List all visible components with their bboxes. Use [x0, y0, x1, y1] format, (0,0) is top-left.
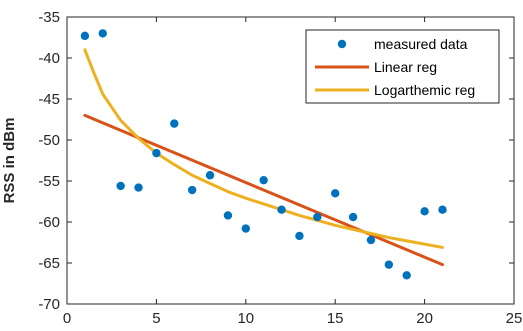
legend-label: measured data	[374, 36, 468, 52]
data-point	[366, 235, 376, 245]
data-point	[438, 205, 447, 214]
data-point	[241, 224, 250, 233]
y-tick-label: -50	[38, 132, 60, 149]
y-tick-label: -65	[38, 255, 60, 272]
data-point	[420, 207, 429, 216]
series-layer	[80, 29, 447, 280]
series-line-logarthemic-reg	[83, 48, 444, 249]
x-tick-label: 25	[506, 310, 523, 327]
x-tick-label: 0	[63, 310, 71, 327]
y-tick-label: -60	[38, 214, 60, 231]
data-point	[331, 189, 340, 198]
y-tick-label: -45	[38, 91, 60, 108]
ticks-layer: 0 5 10 15 20 25 -35 -40 -45 -50 -55 -60 -65 -70	[38, 9, 522, 327]
y-tick-label: -55	[38, 173, 60, 190]
x-tick-label: 15	[327, 310, 344, 327]
data-point	[116, 181, 125, 191]
axes-box	[66, 16, 515, 305]
y-tick-label: -40	[38, 50, 60, 67]
legend-label: Logarthemic reg	[374, 82, 475, 98]
data-point	[205, 171, 215, 180]
y-tick-label: -70	[38, 296, 60, 313]
data-point	[277, 205, 286, 214]
x-tick-label: 10	[237, 310, 254, 327]
data-point	[98, 29, 107, 38]
data-point	[384, 260, 394, 269]
data-point	[348, 212, 358, 222]
data-point	[259, 175, 268, 185]
data-point	[187, 185, 197, 195]
data-point	[80, 31, 90, 41]
legend: measured data Linear reg Logarthemic reg	[305, 29, 500, 104]
data-point	[170, 119, 179, 128]
x-tick-label: 5	[152, 310, 160, 327]
legend-marker	[337, 39, 347, 49]
data-point	[295, 231, 304, 241]
data-point	[402, 271, 411, 280]
y-axis-label: RSS in dBm	[1, 118, 18, 204]
data-point	[134, 183, 143, 192]
y-tick-label: -35	[38, 9, 60, 26]
data-point	[223, 211, 233, 220]
legend-label: Linear reg	[374, 59, 437, 75]
series-line-linear-reg	[83, 113, 444, 267]
data-point	[152, 148, 161, 158]
x-tick-label: 20	[416, 310, 433, 327]
data-point	[313, 212, 322, 222]
